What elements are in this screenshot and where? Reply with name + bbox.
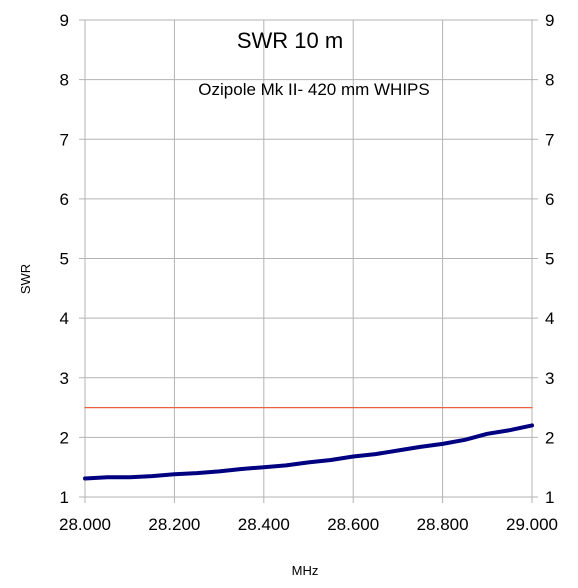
tick-labels: 1 1 2 2 3 3 4 4 5 5 6 6 7 7 8 8 9 9 28.000 28.200 28.400 28.6… [59,11,558,534]
y-tick-label-left: 4 [60,309,69,328]
y-tick-label-right: 3 [545,369,554,388]
y-tick-label-left: 2 [60,428,69,447]
y-axis-label: SWR [18,264,33,294]
y-tick-label-right: 2 [545,428,554,447]
y-tick-label-left: 5 [60,250,69,269]
chart-title: SWR 10 m [237,28,343,53]
chart-subtitle: Ozipole Mk II- 420 mm WHIPS [198,80,429,99]
y-tick-label-right: 5 [545,250,554,269]
y-tick-label-right: 6 [545,190,554,209]
y-tick-label-left: 7 [60,130,69,149]
plot-frame [79,19,538,503]
x-tick-label: 29.000 [506,515,558,534]
y-tick-label-right: 9 [545,11,554,30]
grid-lines [84,19,533,498]
x-tick-label: 28.800 [417,515,469,534]
x-tick-label: 28.600 [327,515,379,534]
y-tick-label-right: 4 [545,309,554,328]
y-tick-label-left: 3 [60,369,69,388]
y-tick-label-left: 9 [60,11,69,30]
y-tick-label-right: 7 [545,130,554,149]
y-tick-label-right: 8 [545,71,554,90]
x-tick-label: 28.000 [59,515,111,534]
swr-curve [83,423,534,481]
y-tick-label-left: 8 [60,71,69,90]
x-axis-label: MHz [292,563,319,578]
y-tick-label-left: 1 [60,488,69,507]
y-tick-label-left: 6 [60,190,69,209]
y-tick-label-right: 1 [545,488,554,507]
x-tick-label: 28.200 [148,515,200,534]
series-lines [83,406,534,481]
x-tick-label: 28.400 [238,515,290,534]
